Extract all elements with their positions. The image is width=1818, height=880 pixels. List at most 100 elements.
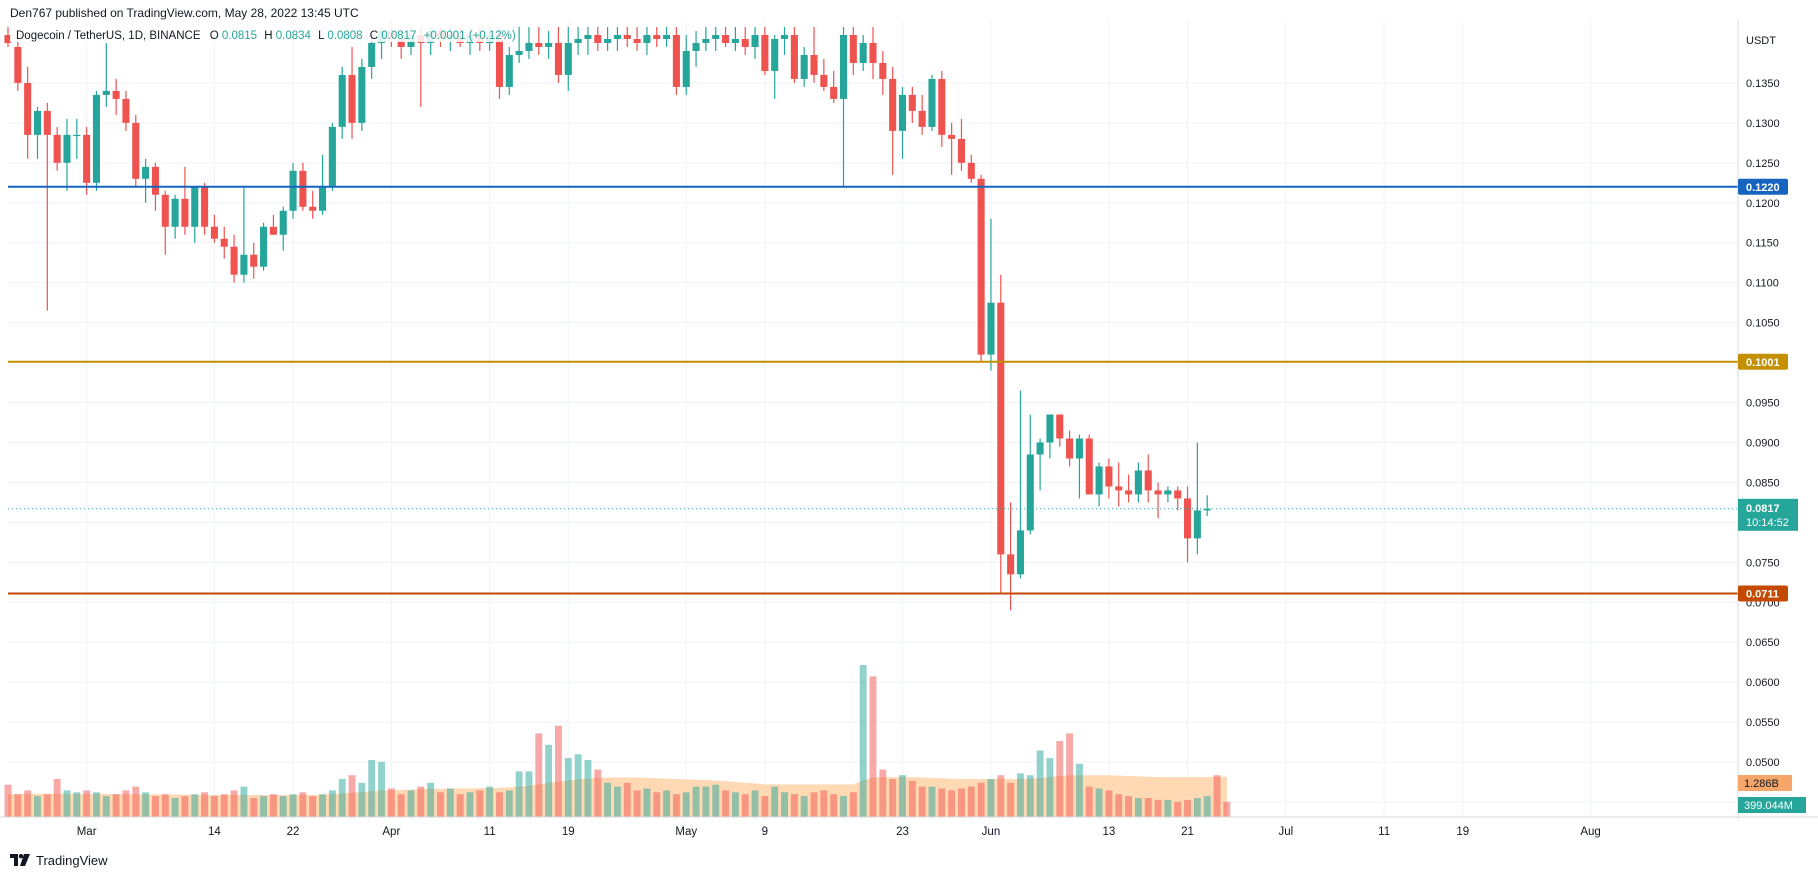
candle-body [14,46,22,83]
candle-body [1125,490,1133,495]
candle-body [279,210,287,235]
volume-bar [1085,786,1093,817]
volume-bar [407,790,415,817]
volume-bar [869,676,877,817]
last-price-label: 0.0817 [1746,503,1780,515]
candle-body [731,38,739,43]
hline-price-tag [1738,585,1788,602]
volume-bar [1213,775,1221,817]
legend-close: 0.0817 [381,30,416,42]
candle-body [1193,510,1201,539]
volume-bar [1193,798,1201,817]
volume-bar [1066,733,1074,817]
horizontal-lines[interactable] [8,185,1738,595]
volume-bar [496,792,503,817]
volume-bar [269,794,277,817]
candle-body [250,254,258,267]
candle-body [240,254,248,275]
volume-bar [171,798,179,817]
volume-bar [93,792,100,817]
candle-body [820,74,828,87]
volume-bar [584,760,592,817]
footer-brand[interactable]: TradingView [10,848,108,872]
volume-bar [456,794,464,817]
volume-bar [623,782,631,817]
volume-bar [1125,796,1133,817]
volume-ma-tag [1738,775,1792,791]
candle-body [495,34,504,87]
volume-bar [840,796,847,817]
hline-price-label: 0.1001 [1746,357,1780,369]
volume-bar [191,794,199,817]
volume-bar [142,792,150,817]
price-tick-label: 0.0600 [1746,677,1780,689]
volume-bar [476,790,484,817]
candle-body [319,186,327,211]
candle-body [299,170,307,207]
candle-body [613,34,621,39]
candle-body [1144,470,1152,491]
volume-bar [240,786,248,817]
volume-bar [250,798,258,817]
candlestick-chart[interactable]: USDT 0.1350 0.1300 0.1250 0.1200 0.1150 0.1100… [0,20,1818,840]
volume-ma-label: 1.286B [1744,778,1779,790]
volume-bar [918,786,926,817]
candle-body [623,34,631,39]
volume-bar [1174,801,1182,817]
legend-high-label: H [264,30,272,42]
volume-bar [702,786,710,817]
price-axis[interactable]: USDT 0.1350 0.1300 0.1250 0.1200 0.1150 0.1100… [1737,20,1806,820]
candle-body [918,110,926,127]
time-tick-label: 14 [208,826,221,838]
volume-bar [4,784,12,817]
candle-body [702,38,710,43]
candle-body [849,34,857,63]
candle-body [761,34,769,71]
legend-symbol: Dogecoin / TetherUS, 1D, BINANCE [16,30,201,42]
candle-body [800,54,808,79]
volume-bar [417,786,425,817]
legend-change: +0.0001 (+0.12%) [424,30,516,42]
candle-body [1164,490,1172,495]
volume-bar [987,779,995,817]
volume-bar [34,796,41,817]
candle-body [780,34,789,39]
volume-bar [771,786,779,817]
candle-body [260,226,268,267]
candle-body [692,42,700,51]
volume-bar [545,744,553,817]
volume-bar [338,779,346,817]
volume-bar [604,782,612,817]
svg-text:Dogecoin / TetherUS, 1D, BINAN: Dogecoin / TetherUS, 1D, BINANCE O 0.081… [16,30,516,42]
chart-area[interactable]: USDT 0.1350 0.1300 0.1250 0.1200 0.1150 0.1100… [0,20,1818,840]
candle-body [112,90,120,99]
volume-bar [437,792,444,817]
candle-body [348,74,356,123]
volume-bar [348,775,356,817]
currency-label: USDT [1746,35,1776,47]
tradingview-logo-icon [10,854,30,866]
volume-bar [368,760,376,817]
volume-bar [830,794,838,817]
volume-bar [899,775,906,817]
volume-bars [4,665,1231,817]
volume-bar [486,786,494,817]
candle-body [830,86,838,99]
time-axis[interactable]: Mar 14 22 Apr 11 19 May 9 23 Jun 13 21 Jul 11 19 Aug [0,816,1818,838]
volume-bar [1164,799,1172,817]
volume-bar [378,761,385,817]
volume-last-label: 399.044M [1744,800,1793,812]
candle-body [151,166,159,195]
volume-bar [427,782,435,817]
price-tick-label: 0.1150 [1746,238,1779,250]
volume-bar [132,786,140,817]
candle-body [977,178,985,355]
candle-body [967,162,975,179]
volume-bar [24,790,32,817]
time-tick-label: Mar [77,826,97,838]
brand-name: TradingView [36,852,108,868]
candle-body [1007,554,1015,575]
candle-body [142,166,150,179]
volume-bar [1046,758,1054,817]
candle-body [1154,490,1162,495]
